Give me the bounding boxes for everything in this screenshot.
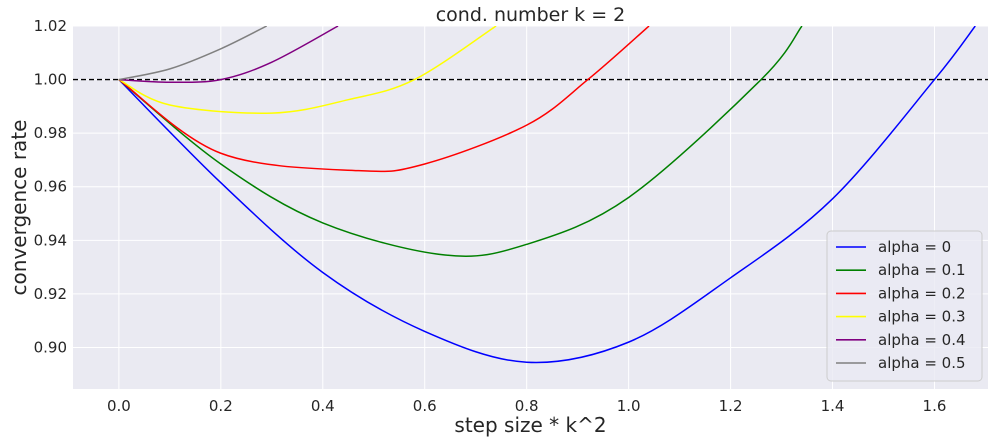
series-line-1 [118,26,976,364]
y-tick-label: 0.96 [34,178,67,196]
legend-label-5: alpha = 0.4 [878,331,966,349]
series-line-4 [118,26,497,114]
series-line-5 [118,26,339,84]
series-line-6 [118,26,268,81]
y-tick-label: 0.94 [34,231,67,249]
y-tick-label: 0.90 [34,338,67,356]
legend-label-2: alpha = 0.1 [878,261,966,279]
y-axis-title: convergence rate [7,120,31,296]
x-tick-label: 1.4 [821,397,845,415]
x-tick-label: 1.6 [923,397,947,415]
x-tick-label: 1.0 [617,397,641,415]
x-tick-label: 0.2 [209,397,233,415]
legend-label-4: alpha = 0.3 [878,308,966,326]
x-tick-label: 0.4 [311,397,335,415]
x-tick-label: 0.0 [107,397,131,415]
legend-label-3: alpha = 0.2 [878,284,966,302]
y-tick-label: 0.92 [34,285,67,303]
x-tick-label: 0.6 [413,397,437,415]
legend-label-1: alpha = 0 [878,238,951,256]
legend-box [826,230,983,382]
y-tick-label: 1.02 [34,17,67,35]
y-tick-label: 1.00 [34,71,67,89]
chart-title: cond. number k = 2 [436,4,626,26]
x-tick-label: 1.2 [719,397,743,415]
series-group [118,26,976,364]
legend-label-6: alpha = 0.5 [878,354,966,372]
series-line-2 [118,26,803,257]
x-tick-label: 0.8 [515,397,539,415]
x-tick-labels: 0.0 0.2 0.4 0.6 0.8 1.0 1.2 1.4 1.6 [107,397,946,415]
y-tick-label: 0.98 [34,124,67,142]
legend: alpha = 0 alpha = 0.1 alpha = 0.2 alpha = 0… [826,230,983,382]
x-axis-title: step size * k^2 [454,413,606,437]
series-line-3 [118,26,650,173]
y-tick-labels: 0.90 0.92 0.94 0.96 0.98 1.00 1.02 [34,17,67,356]
